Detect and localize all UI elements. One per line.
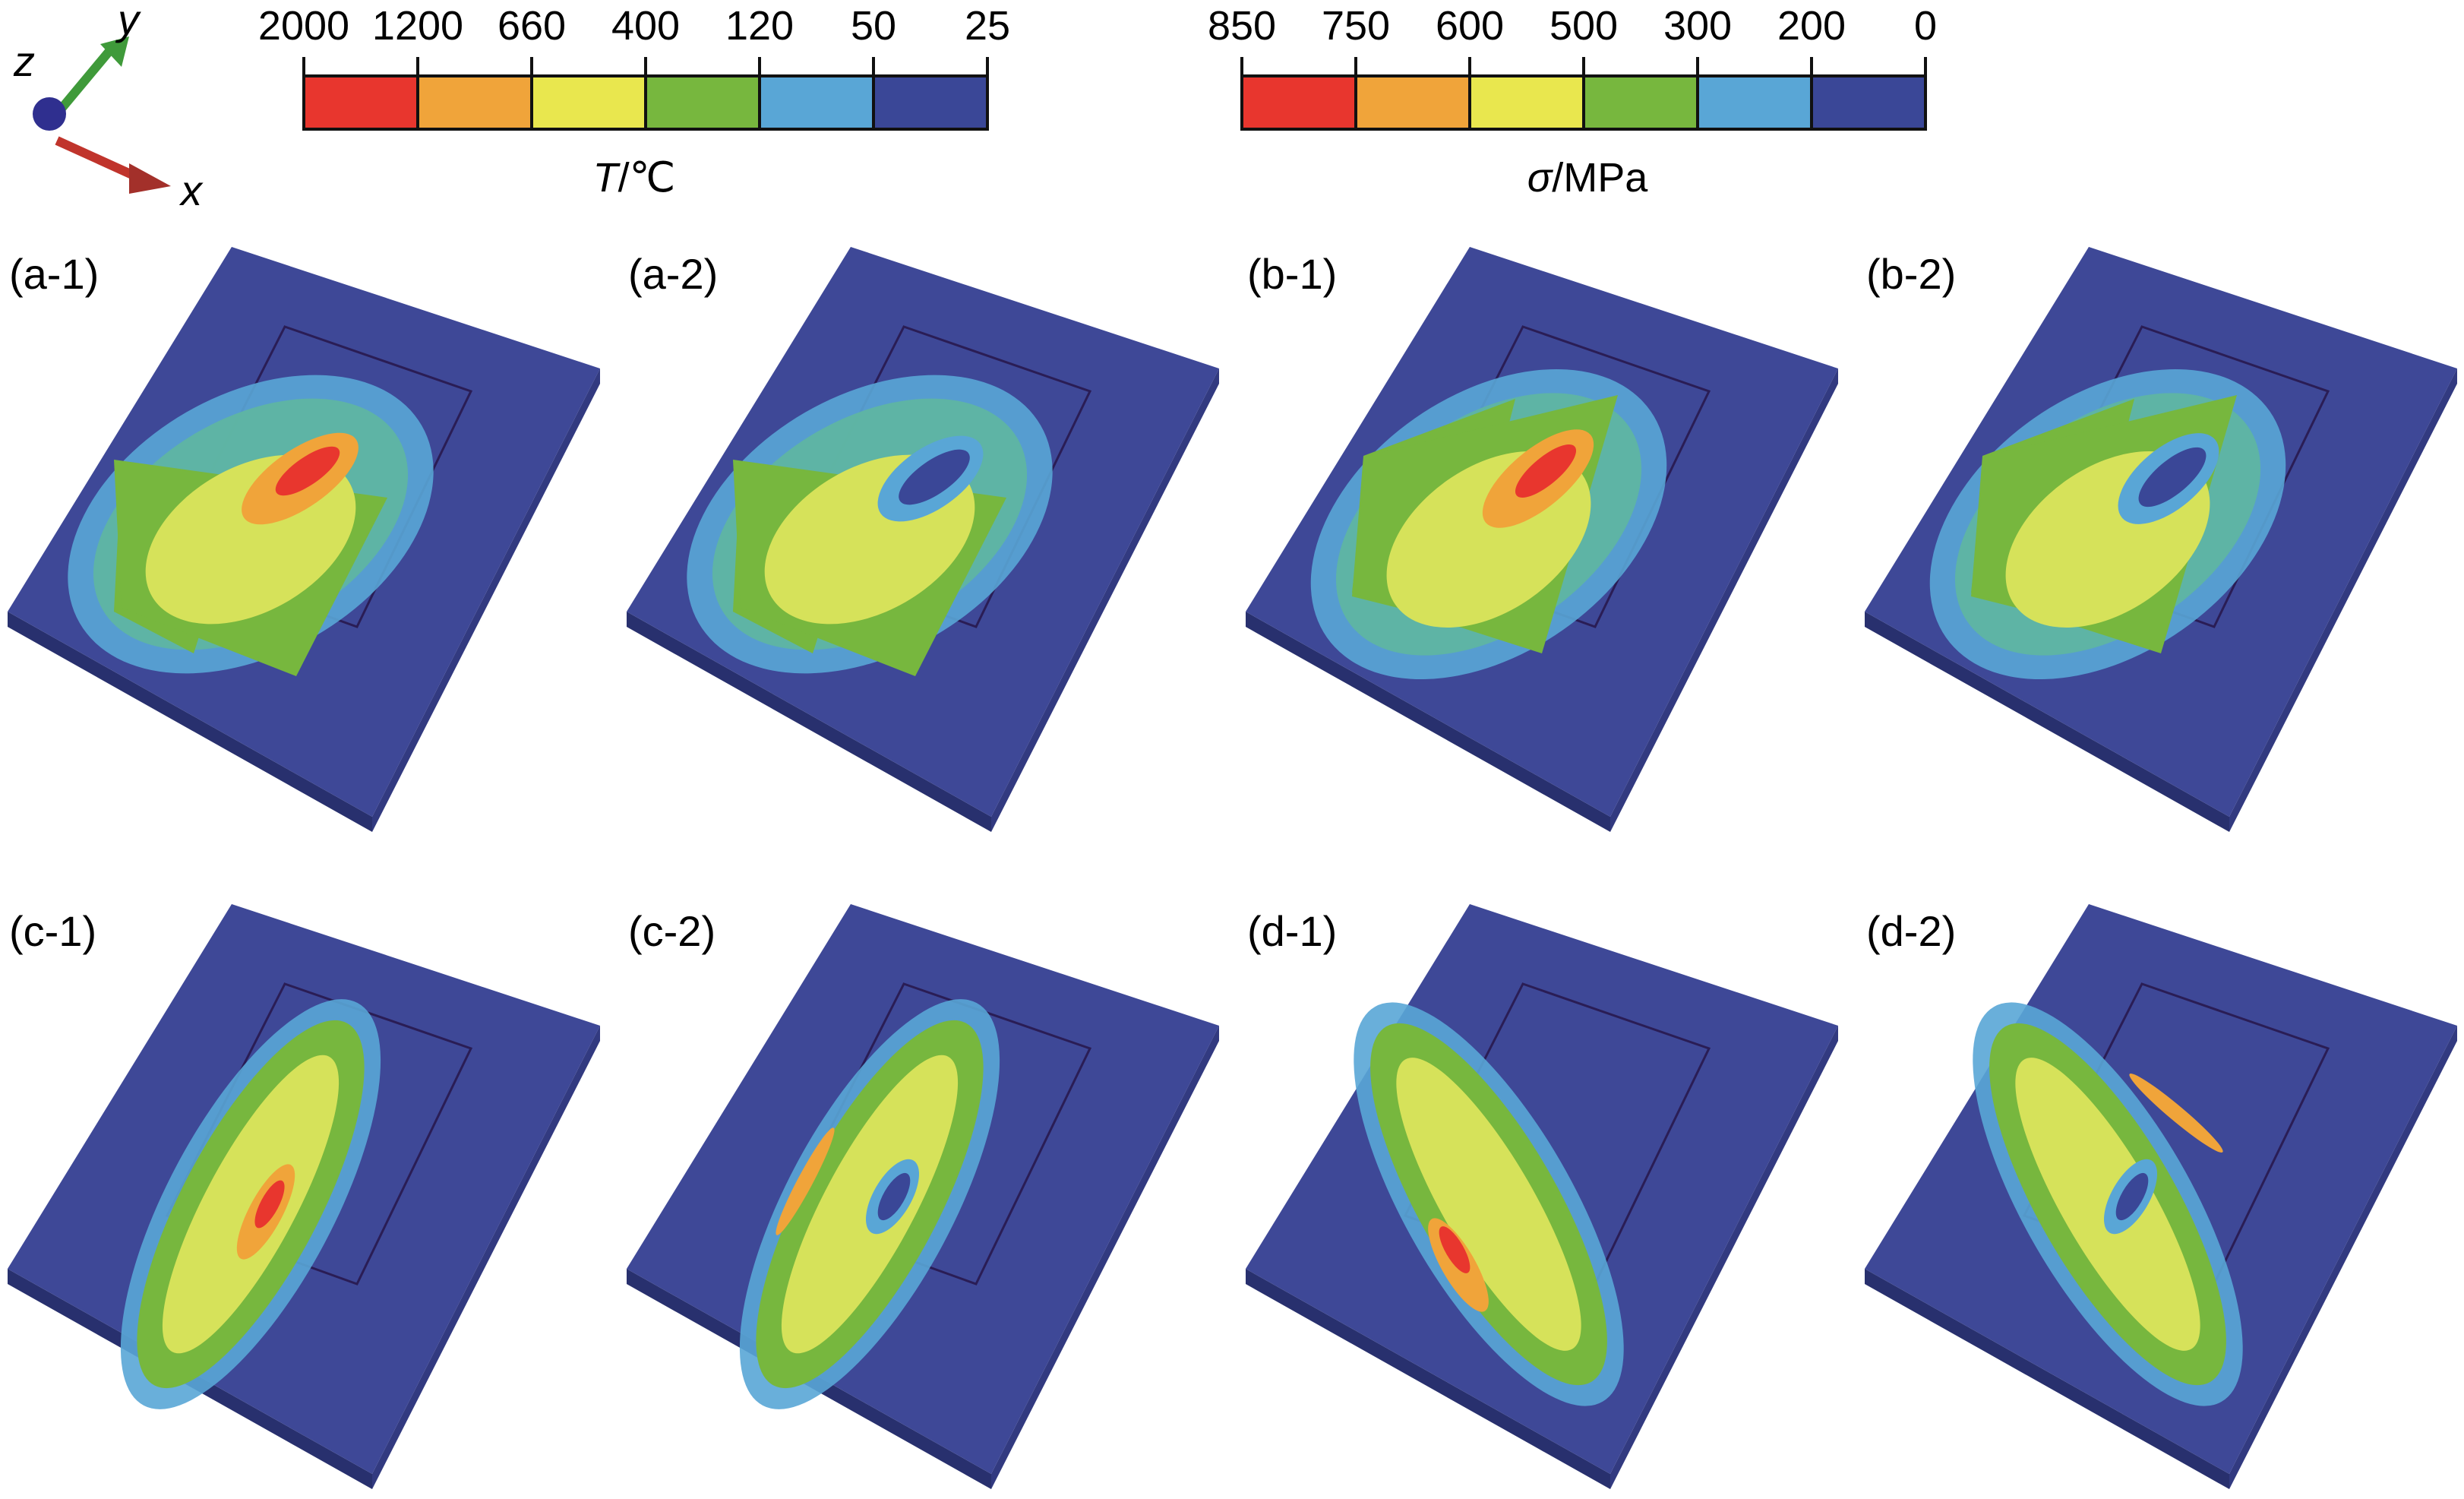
stress-legend: 850 750 600 500 300 200 0 σ/MPa <box>1208 3 1937 201</box>
axis-triad: x y z <box>13 0 204 214</box>
plate-side-face <box>2229 368 2457 832</box>
temperature-color-cell <box>644 74 761 131</box>
plate-front-face <box>1246 612 1610 832</box>
stress-color-cell <box>1354 74 1471 131</box>
stress-tick-label: 850 <box>1208 3 1276 49</box>
stress-color-cell <box>1240 74 1357 131</box>
plate-side-face <box>991 368 1219 832</box>
x-axis-label: x <box>178 166 204 214</box>
temperature-tick-label: 25 <box>965 3 1010 49</box>
plate-front-face <box>1865 1269 2229 1489</box>
temperature-color-cell <box>530 74 647 131</box>
stress-color-cell <box>1582 74 1699 131</box>
panel-label: (c-1) <box>9 907 96 955</box>
stress-color-cell <box>1810 74 1927 131</box>
temperature-color-cell <box>872 74 989 131</box>
panel-b-1: (b-1) <box>1246 247 1838 832</box>
temperature-color-cell <box>302 74 419 131</box>
y-axis-arrow <box>53 43 118 117</box>
temperature-tick-label: 400 <box>611 3 680 49</box>
panel-c-1: (c-1) <box>8 904 600 1489</box>
stress-band-orange <box>776 1127 835 1235</box>
stress-colorbar <box>1240 74 1927 131</box>
panel-d-1: (d-1) <box>1246 904 1838 1489</box>
temperature-color-cell <box>416 74 533 131</box>
temperature-tick-labels: 2000 1200 660 400 120 50 25 <box>258 3 1010 76</box>
panel-label: (c-2) <box>628 907 716 955</box>
panel-label: (d-2) <box>1866 907 1956 955</box>
stress-tick-label: 0 <box>1914 3 1937 49</box>
plate-front-face <box>1246 1269 1610 1489</box>
stress-legend-title: σ/MPa <box>1527 155 1649 201</box>
z-axis-label: z <box>13 37 35 85</box>
plate-side-face <box>372 1026 600 1489</box>
plate-front-face <box>1865 612 2229 832</box>
stress-band-orange <box>2129 1074 2223 1153</box>
plate-front-face <box>627 612 991 832</box>
y-axis-arrowhead <box>100 36 129 67</box>
x-axis-arrow <box>55 136 143 183</box>
stress-core-blue <box>2115 1172 2149 1221</box>
panel-label: (a-1) <box>9 250 99 298</box>
temperature-tick-label: 2000 <box>258 3 349 49</box>
plate-side-face <box>372 368 600 832</box>
hot-zone-red <box>275 446 340 496</box>
plate-side-face <box>1610 368 1838 832</box>
stress-color-cell <box>1696 74 1813 131</box>
panel-label: (d-1) <box>1247 907 1337 955</box>
stress-core-blue <box>877 1172 911 1221</box>
y-axis-label: y <box>115 0 141 43</box>
plate-side-face <box>991 1026 1219 1489</box>
plate-side-face <box>1610 1026 1838 1489</box>
panel-a-2: (a-2) <box>627 247 1219 832</box>
temperature-color-cell <box>758 74 875 131</box>
panel-a-1: (a-1) <box>8 247 600 832</box>
panel-c-2: (c-2) <box>627 904 1219 1489</box>
stress-tick-label: 300 <box>1663 3 1732 49</box>
plate-side-face <box>2229 1026 2457 1489</box>
stress-tick-label: 200 <box>1777 3 1846 49</box>
temperature-tick-label: 1200 <box>372 3 463 49</box>
stress-tick-label: 600 <box>1436 3 1504 49</box>
hot-zone-red <box>254 1180 285 1229</box>
panel-b-2: (b-2) <box>1865 247 2457 832</box>
temperature-tick-label: 120 <box>725 3 794 49</box>
stress-core-blue <box>899 449 970 505</box>
temperature-legend-title: T/℃ <box>593 155 676 201</box>
melt-track-yellow <box>162 1055 340 1354</box>
stress-tick-label: 750 <box>1322 3 1390 49</box>
stress-tick-label: 500 <box>1549 3 1618 49</box>
z-axis-marker <box>33 97 66 131</box>
panel-label: (b-1) <box>1247 250 1337 298</box>
temperature-legend: 2000 1200 660 400 120 50 25 T/℃ <box>258 3 1010 201</box>
stress-core-blue <box>2138 447 2207 508</box>
hot-zone-red <box>1515 444 1577 498</box>
temperature-tick-label: 50 <box>851 3 896 49</box>
melt-track-yellow <box>1396 1058 1581 1351</box>
panel-d-2: (d-2) <box>1865 904 2457 1489</box>
contour-panels: (a-1) (a-2) (b-1) (b-2) (c-1) (c-2) (d-1) (d-2) <box>8 247 2457 1489</box>
plate-front-face <box>8 612 372 832</box>
stress-tick-labels: 850 750 600 500 300 200 0 <box>1208 3 1937 76</box>
temperature-colorbar <box>302 74 989 131</box>
x-axis-arrowhead <box>129 163 171 194</box>
panel-label: (b-2) <box>1866 250 1956 298</box>
hot-zone-red <box>1439 1226 1471 1273</box>
stress-color-cell <box>1468 74 1585 131</box>
temperature-tick-label: 660 <box>498 3 566 49</box>
panel-label: (a-2) <box>628 250 718 298</box>
